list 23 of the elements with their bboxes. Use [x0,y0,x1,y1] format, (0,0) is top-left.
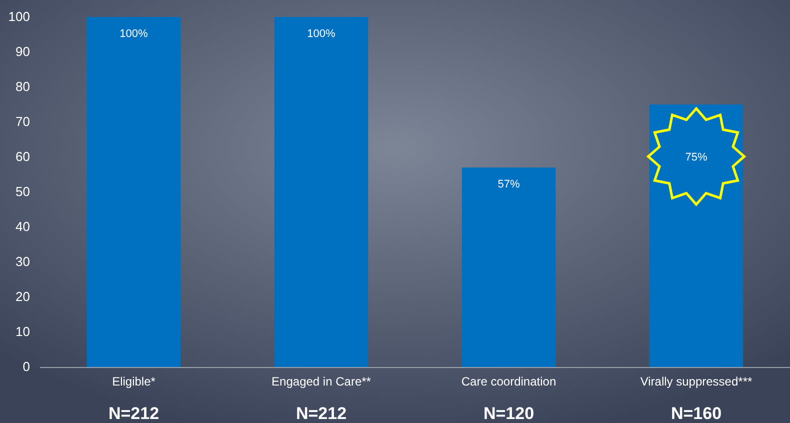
y-tick-label: 70 [16,114,30,130]
y-tick-label: 100 [8,9,30,24]
text: N=212 [108,404,160,423]
x-tick-label: Eligible* [112,374,156,389]
x-tick-label: Engaged in Care** [272,374,372,389]
y-tick-label: 60 [16,149,30,164]
text: N=120 [483,404,534,423]
data-label: 57% [498,178,520,190]
data-label: 75% [685,152,708,164]
text: N=212 [296,404,347,423]
x-tick-label: Virally suppressed*** [640,374,752,389]
y-tick-label: 40 [16,219,30,234]
y-tick-label: 90 [16,44,30,60]
x-tick-label: Care coordination [461,374,556,389]
y-tick-label: 50 [16,184,30,200]
y-tick-label: 10 [16,324,30,340]
text: N=160 [670,404,722,423]
data-label: 100% [307,28,336,40]
data-label: 100% [120,28,148,40]
y-tick-label: 80 [16,79,30,94]
y-tick-label: 20 [16,289,30,304]
y-tick-label: 30 [16,254,30,270]
y-tick-label: 0 [22,359,30,374]
